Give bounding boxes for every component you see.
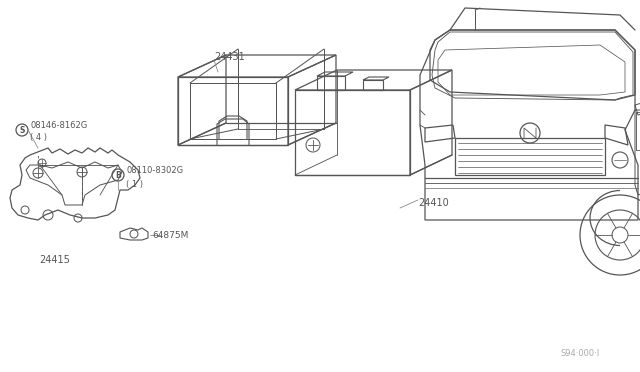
Text: 08146-8162G: 08146-8162G xyxy=(30,121,87,129)
Text: S94·000·I: S94·000·I xyxy=(561,349,600,358)
Text: 08110-8302G: 08110-8302G xyxy=(126,166,183,174)
Text: 24431: 24431 xyxy=(214,52,244,62)
Text: 24415: 24415 xyxy=(40,255,70,265)
Text: B: B xyxy=(115,170,121,180)
Text: 64875M: 64875M xyxy=(152,231,188,240)
Text: S: S xyxy=(19,125,25,135)
Bar xyxy=(363,80,383,90)
Text: ( 1 ): ( 1 ) xyxy=(126,180,143,189)
Bar xyxy=(317,76,345,90)
Text: 24410: 24410 xyxy=(418,198,449,208)
Text: ( 4 ): ( 4 ) xyxy=(30,133,47,142)
